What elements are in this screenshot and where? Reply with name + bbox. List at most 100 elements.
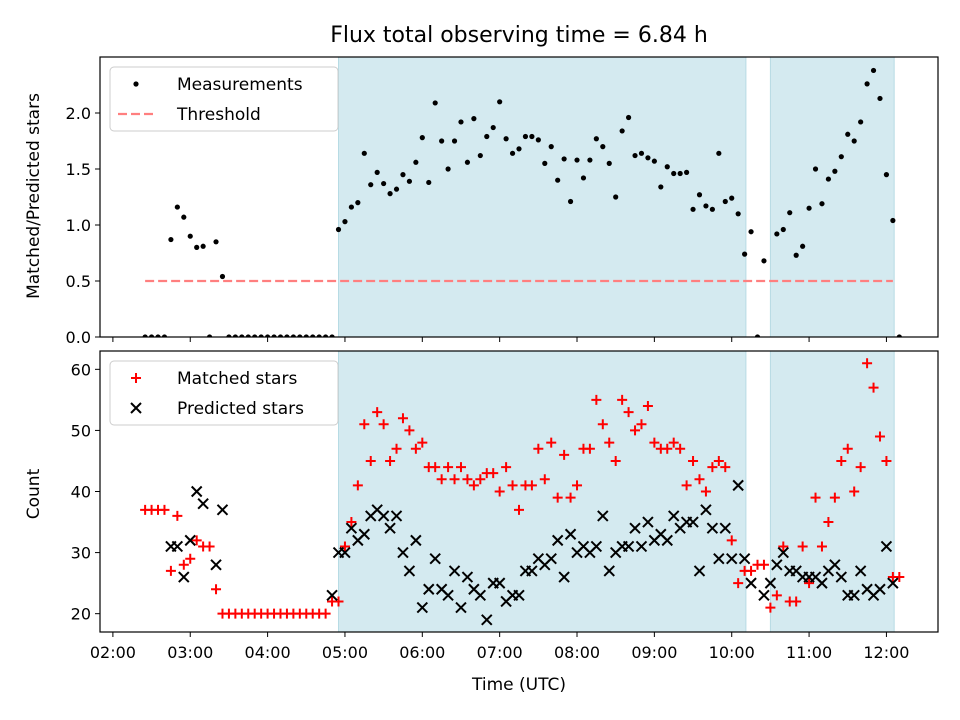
matched-point <box>874 431 885 442</box>
measurement-point <box>619 128 625 134</box>
matched-point <box>610 455 621 466</box>
measurement-point <box>497 99 503 105</box>
matched-point <box>894 572 905 583</box>
measurement-point <box>516 146 522 152</box>
measurement-point <box>787 210 793 216</box>
predicted-point <box>590 540 603 553</box>
matched-point <box>746 565 757 576</box>
measurement-point <box>774 231 780 237</box>
matched-point <box>630 425 641 436</box>
chart-title: Flux total observing time = 6.84 h <box>330 23 708 48</box>
measurement-point <box>883 172 890 178</box>
matched-point <box>211 584 222 595</box>
matched-point <box>617 394 628 405</box>
matched-point <box>359 419 370 430</box>
measurement-point <box>355 200 361 206</box>
measurement-point <box>716 150 722 156</box>
predicted-point <box>597 510 609 522</box>
matched-point <box>565 492 576 503</box>
measurement-point <box>864 81 870 87</box>
measurement-point <box>194 244 200 250</box>
measurement-point <box>613 194 619 200</box>
measurement-point <box>187 233 193 239</box>
matched-point <box>591 394 602 405</box>
predicted-point <box>461 571 474 583</box>
predicted-point <box>339 546 351 559</box>
predicted-point <box>416 601 429 614</box>
matched-point <box>410 443 421 454</box>
matched-point <box>501 462 512 473</box>
predicted-point <box>668 510 680 522</box>
predicted-point <box>880 540 893 553</box>
matched-point <box>185 553 196 564</box>
measurement-point <box>606 160 612 166</box>
measurement-point <box>232 334 238 337</box>
measurement-point <box>658 184 664 190</box>
legend: Measurements Threshold <box>109 66 339 132</box>
measurement-point <box>451 138 458 144</box>
measurement-point <box>342 219 348 225</box>
measurement-point <box>284 334 290 337</box>
matched-point <box>584 443 595 454</box>
matched-point <box>675 443 686 454</box>
predicted-point <box>854 565 867 577</box>
matched-point <box>552 492 563 503</box>
predicted-point <box>448 565 461 577</box>
legend-label: Matched stars <box>177 369 297 389</box>
matched-point <box>688 455 699 466</box>
measurement-point <box>239 334 245 337</box>
measurement-point <box>213 239 219 245</box>
matched-point <box>462 474 473 485</box>
measurement-point <box>174 204 180 210</box>
measurement-point <box>529 133 535 140</box>
predicted-point <box>622 540 635 553</box>
measurement-point <box>580 175 587 181</box>
predicted-point <box>377 510 390 522</box>
predicted-point <box>474 589 487 602</box>
measurement-point <box>400 172 406 178</box>
matched-point <box>758 559 769 570</box>
measurement-point <box>858 119 864 125</box>
matched-point <box>823 517 834 528</box>
measurement-point <box>851 138 857 144</box>
predicted-point <box>390 510 403 522</box>
measurement-point <box>671 170 677 177</box>
measurement-point <box>161 334 168 337</box>
legend-marker <box>130 402 142 414</box>
x-tick-label: 07:00 <box>477 643 523 662</box>
measurement-point <box>439 138 445 144</box>
matched-point <box>597 419 608 430</box>
measurement-point <box>625 114 632 121</box>
matched-point <box>662 443 673 454</box>
measurement-point <box>226 334 232 337</box>
measurement-point <box>484 133 490 140</box>
top-panel: 0.0 0.5 1.0 1.5 2.0 Measurements Threshold <box>66 56 939 347</box>
matched-point <box>204 541 215 552</box>
y-tick-label: 50 <box>71 421 91 440</box>
predicted-point <box>442 589 454 602</box>
matched-point <box>333 596 344 607</box>
matched-point <box>636 419 647 430</box>
measurement-point <box>561 156 567 162</box>
matched-point <box>539 474 550 485</box>
measurement-point <box>413 159 419 165</box>
measurement-point <box>690 206 696 212</box>
matched-point <box>642 400 653 411</box>
predicted-point <box>887 577 899 589</box>
predicted-point <box>835 571 848 583</box>
matched-point <box>726 535 737 546</box>
measurement-point <box>374 169 380 175</box>
measurement-point <box>290 334 296 337</box>
measurement-point <box>812 166 819 172</box>
y-tick-label: 1.5 <box>66 160 91 179</box>
matched-point <box>507 480 518 491</box>
measurement-point <box>490 124 496 131</box>
x-tick-label: 11:00 <box>786 643 832 662</box>
predicted-point <box>661 534 673 547</box>
matched-point <box>378 419 389 430</box>
y-tick-label: 1.0 <box>66 216 91 235</box>
matched-point <box>778 541 789 552</box>
matched-point <box>816 541 827 552</box>
matched-point <box>720 462 731 473</box>
